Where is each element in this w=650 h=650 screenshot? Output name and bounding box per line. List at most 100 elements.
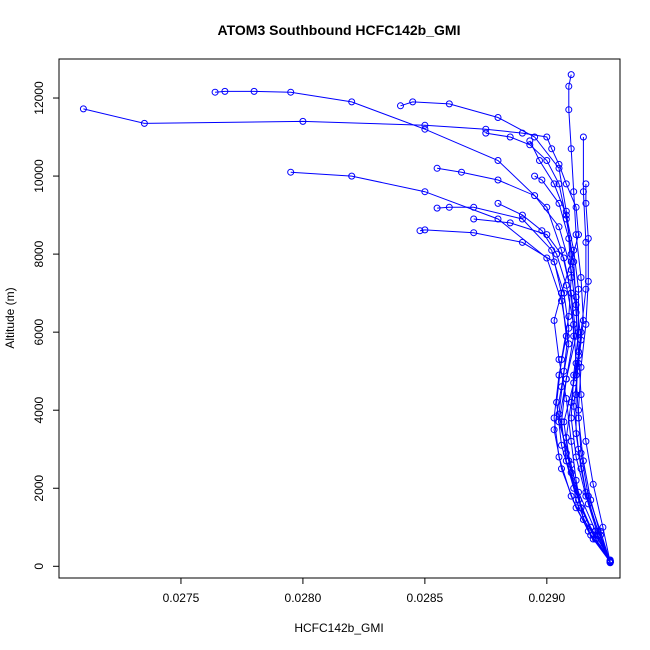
- data-point: [567, 398, 575, 406]
- data-point: [555, 453, 563, 461]
- data-point: [597, 527, 604, 535]
- data-point: [531, 133, 539, 141]
- data-point: [348, 98, 356, 106]
- data-point: [555, 180, 563, 188]
- data-point: [572, 203, 580, 211]
- data-point: [582, 180, 590, 188]
- data-point: [579, 516, 587, 523]
- series-line-11: [534, 175, 611, 561]
- data-point: [555, 164, 563, 172]
- data-point: [482, 129, 490, 137]
- data-point: [506, 219, 514, 227]
- data-point: [584, 277, 592, 285]
- data-point: [433, 204, 441, 212]
- data-point: [575, 414, 582, 422]
- data-point: [562, 395, 570, 402]
- data-point: [79, 105, 87, 113]
- data-point: [494, 176, 502, 184]
- data-point: [470, 203, 478, 211]
- data-point: [558, 418, 565, 426]
- data-point: [558, 441, 565, 449]
- series-line-0: [83, 108, 611, 563]
- data-point: [575, 406, 582, 414]
- data-point: [572, 301, 580, 309]
- data-point: [555, 356, 563, 363]
- data-point: [543, 254, 551, 262]
- data-point: [558, 356, 565, 363]
- data-point: [567, 266, 575, 274]
- data-point: [570, 258, 578, 266]
- data-point: [397, 102, 404, 110]
- series-line-5: [419, 229, 611, 562]
- data-point: [584, 492, 592, 500]
- data-point: [531, 172, 539, 180]
- data-point: [567, 274, 575, 281]
- data-point: [562, 281, 570, 289]
- data-point: [572, 504, 580, 512]
- data-point: [594, 527, 602, 535]
- x-axis: 0.0275 0.0280 0.0285 0.0290: [163, 578, 566, 605]
- data-point: [575, 285, 582, 293]
- data-point: [572, 496, 580, 504]
- data-point: [211, 88, 219, 96]
- data-point: [553, 250, 561, 258]
- data-point: [421, 188, 429, 196]
- data-point: [587, 523, 595, 531]
- data-point: [582, 437, 590, 445]
- data-point: [606, 558, 614, 566]
- data-point: [416, 227, 424, 235]
- data-point: [567, 145, 575, 153]
- data-point: [558, 383, 565, 391]
- data-point: [575, 328, 582, 336]
- data-point: [409, 98, 417, 106]
- data-point: [565, 340, 573, 348]
- data-point: [555, 223, 563, 231]
- data-point: [562, 207, 570, 215]
- data-point: [577, 274, 585, 281]
- data-point: [575, 231, 582, 239]
- data-point: [558, 246, 565, 254]
- data-point: [567, 492, 575, 500]
- data-point: [221, 87, 229, 95]
- data-point: [589, 480, 597, 488]
- data-point: [584, 235, 592, 242]
- data-point: [570, 484, 578, 492]
- data-point: [575, 348, 582, 356]
- data-point: [543, 231, 551, 239]
- data-point: [560, 254, 568, 262]
- data-point: [536, 157, 543, 164]
- data-point: [582, 285, 590, 293]
- data-point: [470, 215, 478, 223]
- y-tick-label: 0: [32, 563, 46, 570]
- data-point: [548, 145, 556, 153]
- data-point: [572, 371, 580, 379]
- data-point: [567, 258, 575, 266]
- data-point: [543, 133, 551, 141]
- data-point: [555, 418, 563, 426]
- data-point: [572, 231, 580, 239]
- series-line-7: [437, 206, 611, 562]
- data-point: [550, 317, 558, 324]
- data-point: [494, 114, 502, 121]
- data-point: [543, 157, 551, 164]
- data-point: [577, 363, 585, 371]
- data-point: [538, 227, 546, 235]
- data-point: [562, 434, 570, 441]
- data-point: [579, 188, 587, 196]
- data-point: [445, 100, 453, 108]
- y-axis-label: Altitude (m): [3, 287, 17, 348]
- data-point: [577, 449, 585, 457]
- data-point: [433, 164, 441, 172]
- data-point: [421, 226, 429, 234]
- data-point: [558, 297, 565, 305]
- series-line-4: [290, 171, 611, 563]
- data-point: [565, 313, 573, 320]
- data-point: [565, 82, 573, 90]
- data-point: [565, 324, 573, 332]
- data-point: [250, 87, 258, 95]
- data-point: [579, 457, 587, 465]
- data-point: [582, 320, 590, 328]
- data-point: [584, 500, 592, 508]
- data-point: [572, 391, 580, 399]
